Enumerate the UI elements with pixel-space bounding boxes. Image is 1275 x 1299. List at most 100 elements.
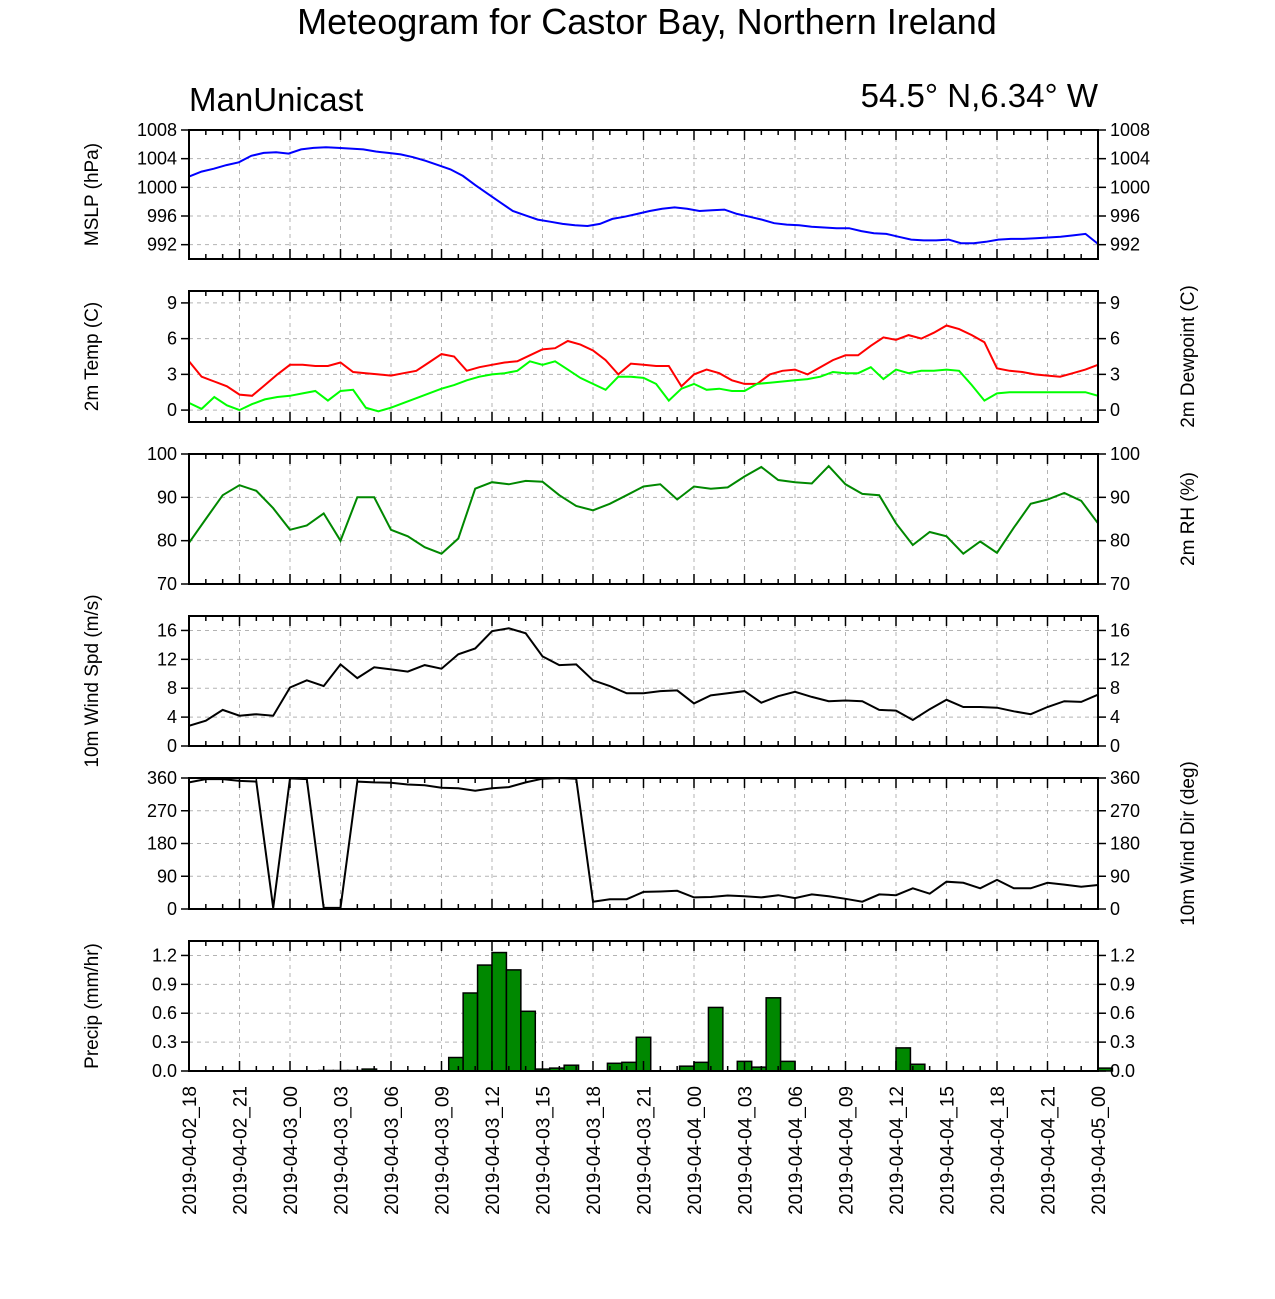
- y-tick-label-right: 270: [1110, 801, 1140, 821]
- y-tick-label-left: 80: [157, 531, 177, 551]
- y-tick-label-left: 0.6: [152, 1003, 177, 1023]
- chart-title: Meteogram for Castor Bay, Northern Irela…: [297, 1, 997, 42]
- panel-2: 0 0 3 3 6 6 9 9 2m Temp (C) 2m Dewpoint (C): [82, 285, 1199, 428]
- x-tick-label: 2019-04-04_21: [1039, 1086, 1060, 1215]
- series-line-1: [189, 146, 1098, 245]
- x-tick-label: 2019-04-04_18: [988, 1086, 1009, 1215]
- y-axis-label-left: 2m Temp (C): [82, 302, 103, 411]
- series-line-1: [189, 464, 1098, 556]
- y-axis-label-right: 2m Dewpoint (C): [1178, 285, 1199, 428]
- y-tick-label-left: 180: [147, 834, 177, 854]
- series-line-2: [189, 360, 1098, 413]
- x-tick-label: 2019-04-03_18: [584, 1086, 605, 1215]
- y-tick-label-left: 70: [157, 574, 177, 594]
- y-tick-label-right: 0: [1110, 899, 1120, 919]
- series-line-1: [189, 627, 1098, 727]
- precip-bar: [520, 1010, 537, 1072]
- y-axis-label-left: 10m Wind Spd (m/s): [82, 594, 103, 767]
- y-tick-label-left: 0: [167, 400, 177, 420]
- y-tick-label-left: 270: [147, 801, 177, 821]
- precip-bar: [621, 1061, 638, 1072]
- y-tick-label-left: 1.2: [152, 945, 177, 965]
- y-tick-label-right: 0: [1110, 400, 1120, 420]
- y-tick-label-left: 90: [157, 866, 177, 886]
- x-tick-label: 2019-04-03_21: [635, 1086, 656, 1215]
- x-tick-label: 2019-04-02_18: [180, 1086, 201, 1215]
- x-tick-label: 2019-04-03_06: [382, 1086, 403, 1215]
- location-label: 54.5° N,6.34° W: [861, 77, 1099, 114]
- y-tick-label-left: 16: [157, 620, 177, 640]
- y-tick-label-left: 0.0: [152, 1061, 177, 1081]
- y-tick-label-right: 80: [1110, 531, 1130, 551]
- precip-bar: [693, 1061, 710, 1072]
- precip-bar: [765, 997, 782, 1072]
- y-tick-label-right: 8: [1110, 678, 1120, 698]
- precip-bar: [895, 1047, 912, 1072]
- x-tick-label: 2019-04-03_03: [332, 1086, 353, 1215]
- y-tick-label-left: 6: [167, 329, 177, 349]
- y-tick-label-left: 9: [167, 293, 177, 313]
- y-tick-label-right: 360: [1110, 768, 1140, 788]
- y-tick-label-right: 996: [1110, 206, 1140, 226]
- y-tick-label-right: 1004: [1110, 149, 1150, 169]
- y-tick-label-right: 90: [1110, 866, 1130, 886]
- y-axis-label-right: 2m RH (%): [1178, 472, 1199, 566]
- y-tick-label-right: 3: [1110, 364, 1120, 384]
- x-tick-label: 2019-04-03_12: [483, 1086, 504, 1215]
- x-tick-label: 2019-04-04_06: [786, 1086, 807, 1215]
- panel-6: 0.0 0.0 0.3 0.3 0.6 0.6 0.9 0.9 1.2 1.2 Precip (mm…: [82, 940, 1135, 1081]
- y-tick-label-left: 12: [157, 649, 177, 669]
- y-tick-label-left: 0: [167, 899, 177, 919]
- panel-1: 992 992 996 996 1000 1000 1004 1004 1008 1008 MSLP…: [82, 120, 1150, 260]
- y-tick-label-left: 1008: [137, 120, 177, 140]
- x-tick-label: 2019-04-04_12: [887, 1086, 908, 1215]
- y-tick-label-left: 90: [157, 487, 177, 507]
- y-tick-label-left: 360: [147, 768, 177, 788]
- x-tick-label: 2019-04-04_09: [837, 1086, 858, 1215]
- y-tick-label-right: 4: [1110, 707, 1120, 727]
- precip-bar: [462, 992, 479, 1072]
- precip-bar: [505, 969, 522, 1072]
- x-tick-label: 2019-04-03_00: [281, 1086, 302, 1215]
- y-tick-label-right: 70: [1110, 574, 1130, 594]
- y-tick-label-left: 8: [167, 678, 177, 698]
- y-tick-label-right: 0.3: [1110, 1032, 1135, 1052]
- y-tick-label-right: 90: [1110, 487, 1130, 507]
- y-tick-label-right: 16: [1110, 620, 1130, 640]
- precip-bar: [707, 1006, 724, 1072]
- precip-bar: [779, 1060, 796, 1072]
- y-tick-label-left: 3: [167, 364, 177, 384]
- y-tick-label-left: 1004: [137, 149, 177, 169]
- y-tick-label-left: 4: [167, 707, 177, 727]
- series-line-1: [189, 324, 1098, 397]
- y-tick-label-right: 0.0: [1110, 1061, 1135, 1081]
- y-tick-label-left: 0: [167, 736, 177, 756]
- x-tick-label: 2019-04-04_00: [685, 1086, 706, 1215]
- y-tick-label-left: 100: [147, 444, 177, 464]
- y-tick-label-right: 0.9: [1110, 974, 1135, 994]
- y-tick-label-right: 9: [1110, 293, 1120, 313]
- x-axis: 2019-04-02_18 2019-04-02_21 2019-04-03_00 2…: [180, 1086, 1110, 1215]
- y-tick-label-right: 12: [1110, 649, 1130, 669]
- y-tick-label-left: 0.9: [152, 974, 177, 994]
- y-tick-label-left: 1000: [137, 177, 177, 197]
- precip-bar: [491, 951, 508, 1072]
- x-tick-label: 2019-04-04_15: [938, 1086, 959, 1215]
- y-tick-label-left: 992: [147, 235, 177, 255]
- x-tick-label: 2019-04-03_09: [433, 1086, 454, 1215]
- x-tick-label: 2019-04-04_03: [736, 1086, 757, 1215]
- y-axis-label-left: Precip (mm/hr): [82, 943, 103, 1069]
- y-tick-label-left: 996: [147, 206, 177, 226]
- y-tick-label-right: 180: [1110, 834, 1140, 854]
- x-tick-label: 2019-04-03_15: [534, 1086, 555, 1215]
- panel-5: 0 0 90 90 180 180 270 270 360 360 10m Wind Dir (de…: [147, 761, 1199, 926]
- panel-4: 0 0 4 4 8 8 12 12 16 16 10m Wind Spd (m/s): [82, 594, 1130, 767]
- y-tick-label-right: 992: [1110, 235, 1140, 255]
- y-axis-label-left: MSLP (hPa): [82, 143, 103, 246]
- x-tick-label: 2019-04-02_21: [231, 1086, 252, 1215]
- y-tick-label-right: 0.6: [1110, 1003, 1135, 1023]
- panel-3: 70 70 80 80 90 90 100 100 2m RH (%): [147, 444, 1199, 594]
- precip-bar: [447, 1056, 464, 1072]
